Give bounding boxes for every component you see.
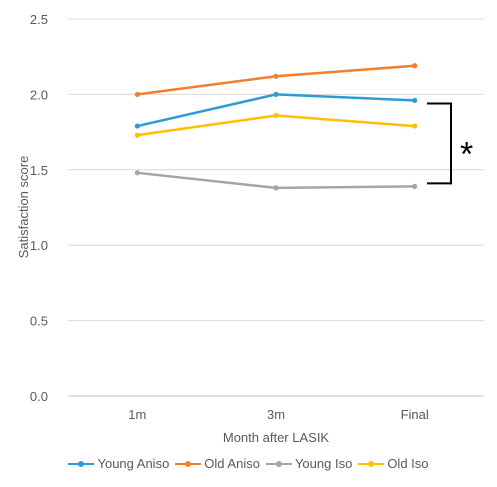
legend-item: Young Iso: [265, 456, 353, 471]
data-point: [134, 123, 140, 129]
series-lines: [134, 63, 418, 191]
y-tick-labels: 0.0 0.5 1.0 1.5 2.0 2.5: [30, 12, 48, 404]
legend-label: Young Iso: [294, 456, 353, 471]
y-tick-label: 1.5: [30, 163, 48, 178]
data-point: [134, 91, 140, 97]
data-point: [273, 73, 279, 79]
legend: Young Aniso Old Aniso Young Iso Old Iso: [0, 456, 497, 471]
legend-swatch: [175, 458, 202, 470]
significance-asterisk: *: [460, 135, 473, 173]
x-tick-label: 1m: [128, 407, 146, 422]
y-tick-label: 2.0: [30, 87, 48, 102]
y-tick-label: 0.0: [30, 389, 48, 404]
data-point: [412, 183, 418, 189]
y-tick-label: 1.0: [30, 238, 48, 253]
series-old-aniso: [134, 63, 418, 97]
data-point: [273, 185, 279, 191]
legend-swatch: [265, 458, 292, 470]
series-old-iso: [134, 112, 418, 138]
legend-swatch: [358, 458, 385, 470]
legend-item: Old Aniso: [175, 456, 260, 471]
legend-label: Old Iso: [387, 456, 429, 471]
legend-item: Old Iso: [358, 456, 429, 471]
data-point: [412, 97, 418, 104]
series-young-iso: [134, 170, 418, 191]
x-tick-labels: 1m 3m Final: [128, 407, 429, 422]
series-line: [137, 93, 415, 128]
significance-bracket: [427, 102, 452, 185]
series-line: [137, 64, 415, 96]
x-axis-title: Month after LASIK: [223, 430, 330, 445]
legend-label: Old Aniso: [204, 456, 260, 471]
legend-swatch: [68, 458, 95, 470]
y-axis-title: Satisfaction score: [16, 156, 31, 259]
x-tick-label: Final: [401, 407, 429, 422]
x-tick-label: 3m: [267, 407, 285, 422]
legend-label: Young Aniso: [97, 456, 170, 471]
y-tick-label: 0.5: [30, 314, 48, 329]
series-young-aniso: [134, 91, 418, 129]
data-point: [134, 132, 140, 138]
data-point: [412, 123, 418, 129]
data-point: [273, 112, 279, 119]
data-point: [412, 63, 418, 69]
bracket-line: [427, 102, 452, 185]
y-tick-label: 2.5: [30, 12, 48, 27]
data-point: [134, 170, 140, 176]
legend-item: Young Aniso: [68, 456, 169, 471]
data-point: [273, 91, 279, 97]
series-line: [137, 114, 415, 137]
